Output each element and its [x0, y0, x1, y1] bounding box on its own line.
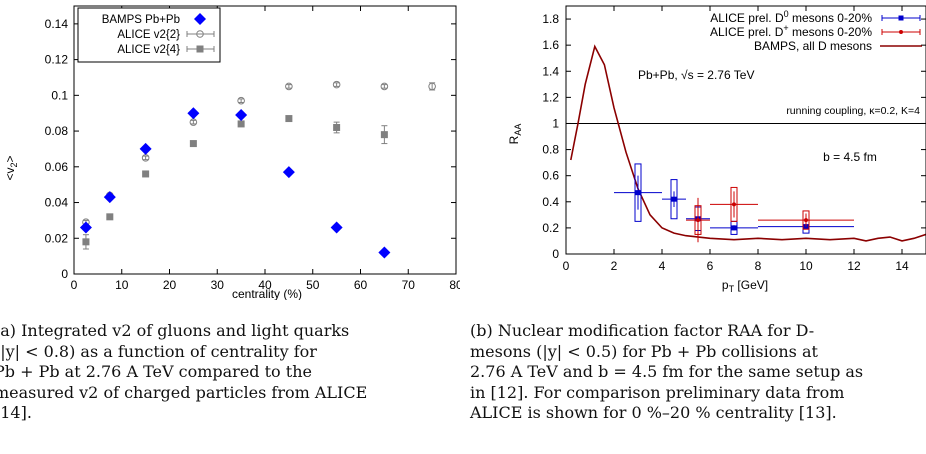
- y-tick-label: 0.14: [45, 17, 69, 31]
- data-point: [82, 238, 90, 246]
- data-point: [671, 196, 677, 202]
- y-tick-label: 1.8: [542, 12, 559, 26]
- y-tick-label: 0.8: [542, 143, 559, 157]
- annotation-collision-system: Pb+Pb, √s = 2.76 TeV: [638, 68, 754, 82]
- y-tick-label: 1.6: [542, 38, 559, 52]
- data-point: [285, 82, 293, 91]
- data-point: [330, 221, 343, 234]
- legend-marker: [899, 30, 903, 34]
- x-tick-label: 30: [211, 278, 225, 292]
- x-tick-label: 20: [163, 278, 177, 292]
- caption-line: (|y| < 0.8) as a function of centrality …: [0, 341, 317, 361]
- y-tick-label: 1: [552, 116, 559, 130]
- data-point: [237, 120, 245, 128]
- caption-line: in [12]. For comparison preliminary data…: [470, 382, 845, 402]
- y-tick-label: 0: [552, 247, 559, 261]
- x-tick-label: 50: [306, 278, 320, 292]
- data-point: [731, 225, 737, 231]
- data-point: [237, 96, 245, 105]
- caption-line: (a) Integrated v2 of gluons and light qu…: [0, 321, 350, 340]
- data-point: [732, 202, 736, 207]
- data-point: [380, 131, 388, 139]
- y-tick-label: 0.04: [45, 196, 69, 210]
- legend: BAMPS Pb+Pb ALICE v2{2} ALICE v2{4}: [77, 7, 221, 63]
- y-tick-label: 0.02: [45, 231, 69, 245]
- caption-right: (b) Nuclear modification factor RAA for …: [470, 321, 863, 424]
- data-point: [142, 170, 150, 178]
- caption-line: mesons (|y| < 0.5) for Pb + Pb collision…: [470, 341, 818, 361]
- legend-marker: [196, 45, 204, 53]
- data-point: [189, 140, 197, 148]
- v2-centrality-chart: 0 10 20 30 40 50 60 70 80 0 0.02 0.04 0.06 0.08 0.1 0.1…: [3, 5, 460, 300]
- data-point: [804, 218, 808, 223]
- data-point: [106, 213, 114, 221]
- annotation-coupling: running coupling, κ=0.2, K=4: [786, 105, 920, 117]
- y-tick-label: 1.2: [542, 90, 559, 104]
- plot-frame: [73, 5, 457, 275]
- y-tick-label: 0.6: [542, 169, 559, 183]
- legend-label: ALICE v2{2}: [117, 29, 180, 41]
- y-axis-label: RAA: [507, 124, 523, 145]
- legend-label: ALICE prel. D+ mesons 0-20%: [710, 23, 872, 39]
- data-point: [696, 218, 700, 223]
- data-point: [282, 166, 295, 179]
- caption-line: measured v2 of charged particles from AL…: [0, 382, 368, 402]
- caption-line: [14].: [0, 403, 32, 422]
- caption-line: Pb + Pb at 2.76 A TeV compared to the: [0, 362, 312, 381]
- x-tick-label: 0: [563, 259, 570, 273]
- caption-line: 2.76 A TeV and b = 4.5 fm for the same s…: [470, 362, 864, 381]
- x-tick-label: 2: [611, 259, 618, 273]
- caption-line: (b) Nuclear modification factor RAA for …: [470, 321, 815, 340]
- legend-marker: [196, 30, 204, 38]
- x-axis-label: pT [GeV]: [722, 278, 768, 294]
- y-tick-label: 0: [61, 267, 68, 281]
- raa-pt-chart: 0 2 4 6 8 10 12 14 0 0.2 0.4 0.6 0.8 1 1.2 1.4 1.6 1.8 RA…: [507, 5, 926, 294]
- caption-line: ALICE is shown for 0 %–20 % centrality […: [470, 403, 837, 422]
- y-tick-label: 0.12: [45, 53, 69, 67]
- y-axis-label: <v2>: [3, 155, 19, 180]
- data-point: [139, 142, 152, 155]
- legend-marker: [898, 15, 904, 21]
- data-point: [428, 82, 436, 91]
- x-tick-label: 60: [354, 278, 368, 292]
- data-point: [378, 246, 391, 259]
- data-point: [333, 123, 341, 131]
- x-tick-label: 6: [707, 259, 714, 273]
- y-tick-label: 1.4: [542, 64, 559, 78]
- legend-label: ALICE v2{4}: [117, 44, 180, 56]
- data-point: [285, 115, 293, 123]
- x-tick-label: 10: [115, 278, 129, 292]
- legend-label: BAMPS, all D mesons: [754, 39, 872, 53]
- legend-label: ALICE prel. D0 mesons 0-20%: [710, 9, 872, 25]
- plot-frame: [565, 5, 926, 255]
- caption-left: (a) Integrated v2 of gluons and light qu…: [0, 321, 367, 424]
- x-tick-label: 70: [402, 278, 416, 292]
- legend-label: BAMPS Pb+Pb: [102, 14, 180, 26]
- data-point: [187, 107, 200, 120]
- bamps-curve: [570, 44, 926, 242]
- legend-marker: [194, 13, 206, 25]
- x-tick-label: 12: [847, 259, 861, 273]
- x-tick-label: 4: [659, 259, 666, 273]
- y-tick-label: 0.1: [51, 88, 68, 102]
- y-tick-label: 0.2: [542, 221, 559, 235]
- legend: ALICE prel. D0 mesons 0-20%ALICE prel. D…: [710, 9, 922, 53]
- data-point: [332, 80, 341, 89]
- x-tick-label: 0: [71, 278, 78, 292]
- annotation-impact-parameter: b = 4.5 fm: [823, 150, 877, 164]
- data-point: [103, 191, 116, 204]
- x-tick-label: 80: [449, 278, 460, 292]
- x-axis-label: centrality (%): [232, 287, 302, 300]
- x-tick-label: 14: [895, 259, 909, 273]
- data-point: [79, 221, 92, 234]
- x-tick-label: 8: [755, 259, 762, 273]
- y-tick-label: 0.4: [542, 195, 559, 209]
- y-tick-label: 0.06: [45, 160, 69, 174]
- x-tick-label: 10: [799, 259, 813, 273]
- data-point: [380, 82, 389, 91]
- y-tick-label: 0.08: [45, 124, 69, 138]
- data-point: [235, 108, 248, 121]
- x-tick-label: 40: [258, 278, 272, 292]
- data-point: [635, 190, 641, 196]
